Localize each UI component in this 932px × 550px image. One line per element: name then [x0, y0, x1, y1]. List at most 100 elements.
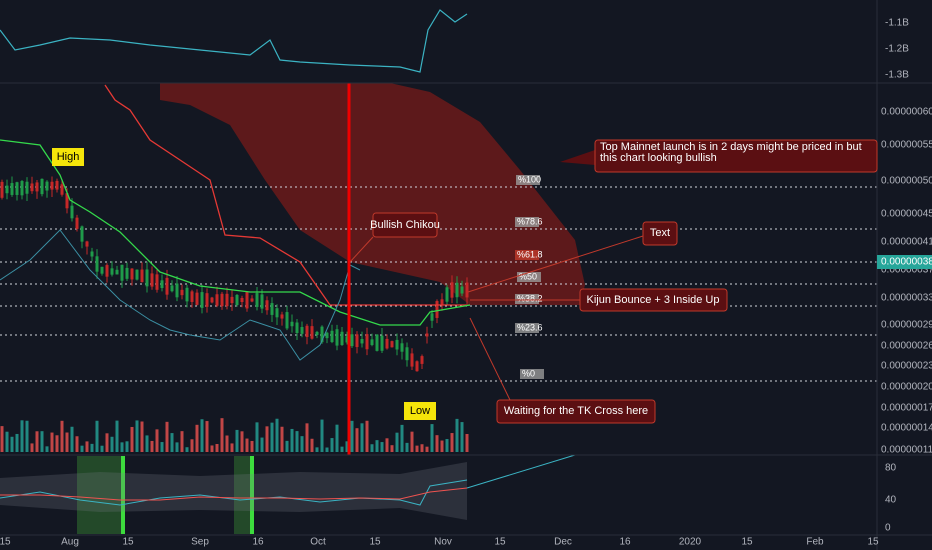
top-indicator-line [0, 9, 468, 73]
price-axis-label: 0.00000029 [881, 320, 932, 331]
volume-bar [300, 436, 304, 452]
candle [160, 280, 164, 289]
time-axis-label: 15 [741, 537, 753, 548]
candle [225, 293, 229, 307]
volume-bar [445, 439, 449, 452]
volume-bar [255, 422, 259, 452]
candle [335, 329, 339, 346]
time-axis-label: 15 [494, 537, 506, 548]
volume-bar [155, 429, 159, 452]
price-axis-label: 0.00000014 [881, 423, 932, 434]
current-price-tag [877, 255, 932, 269]
candle [165, 277, 169, 295]
candle [440, 299, 444, 305]
candle [290, 321, 294, 327]
kumo-cloud [160, 83, 585, 305]
text-box [642, 221, 678, 246]
time-axis-label: Nov [434, 537, 452, 548]
volume-bar [265, 426, 269, 452]
candle [70, 205, 74, 219]
price-axis-label: 0.00000050 [881, 176, 932, 187]
volume-bar [310, 438, 314, 452]
candle [150, 273, 154, 287]
tenkan-line [0, 139, 471, 326]
candle [270, 303, 274, 315]
candle [405, 347, 409, 361]
volume-bar [235, 429, 239, 452]
chikou-label: Bullish Chikou [370, 219, 440, 231]
candle [180, 289, 184, 296]
fib-label: %78.6 [517, 216, 543, 226]
candle [250, 298, 254, 302]
volume-bar [250, 440, 254, 452]
fib-label: %100 [518, 174, 541, 184]
fib-tag [520, 369, 544, 379]
text-label: Text [650, 227, 670, 239]
volume-bar [120, 442, 124, 452]
volume-bar [160, 442, 164, 452]
price-axis-label: 0.00000045 [881, 209, 932, 220]
volume-bar [195, 424, 199, 452]
tk-box [496, 399, 656, 424]
candle [75, 217, 79, 229]
volume-bar [330, 438, 334, 452]
candle [365, 334, 369, 350]
low-marker [404, 402, 436, 420]
kijun-label: Kijun Bounce + 3 Inside Up [586, 294, 719, 306]
candle [245, 291, 249, 309]
candle [465, 282, 469, 298]
candle [90, 251, 94, 257]
time-axis-label: Oct [310, 537, 326, 548]
indicator-axis-label: 80 [885, 463, 897, 474]
trend-line [466, 454, 576, 489]
candle [220, 293, 224, 307]
volume-bar [150, 440, 154, 452]
volume-bar [400, 424, 404, 452]
fib-tag [516, 175, 540, 185]
volume-bar [315, 447, 319, 452]
kijun-box [579, 288, 728, 312]
price-axis-label: 0.00000026 [881, 341, 932, 352]
candle [215, 294, 219, 306]
candle [450, 282, 454, 298]
candle [135, 269, 139, 280]
candle [200, 292, 204, 308]
volume-bar [15, 433, 19, 452]
volume-bar [215, 443, 219, 452]
volume-bar [115, 420, 119, 452]
fib-label: %0 [522, 368, 535, 378]
mainnet-box [594, 139, 878, 173]
volume-bar [270, 422, 274, 452]
volume-bar [380, 442, 384, 452]
top-axis-label: -1.1B [885, 18, 909, 29]
candle [425, 333, 429, 337]
fib-tag [517, 272, 541, 282]
indicator-axis-label: 40 [885, 495, 897, 506]
volume-bar [45, 446, 49, 452]
candle [460, 286, 464, 294]
candle [125, 267, 129, 279]
candle [115, 269, 119, 275]
fib-label: %61.8 [517, 249, 543, 259]
candle [445, 287, 449, 302]
volume-bar [95, 420, 99, 452]
indicator-axis-label: 0 [885, 523, 891, 534]
candle [195, 292, 199, 305]
volume-bar [435, 435, 439, 452]
candle [400, 343, 404, 352]
volume-bar [185, 447, 189, 452]
volume-bar [355, 428, 359, 452]
price-axis-label: 0.00000017 [881, 403, 932, 414]
candle [140, 269, 144, 283]
volume-bar [225, 435, 229, 452]
volume-bar [130, 426, 134, 452]
volume-bar [285, 440, 289, 452]
price-axis-label: 0.00000020 [881, 382, 932, 393]
line [0, 487, 468, 501]
candle [410, 353, 414, 367]
candle [25, 181, 29, 194]
volume-bar [5, 431, 9, 452]
volume-bar [425, 446, 429, 452]
candle [280, 314, 284, 319]
volume-bar [75, 436, 79, 452]
